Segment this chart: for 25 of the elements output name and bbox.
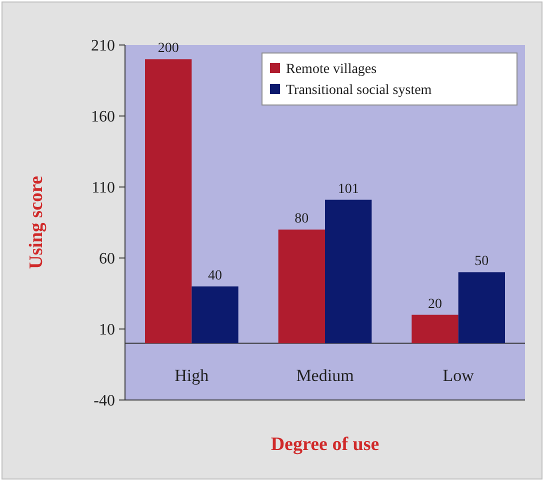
- bar: [458, 272, 505, 344]
- bar: [278, 230, 325, 344]
- data-label: 50: [474, 254, 489, 270]
- data-label: 200: [158, 41, 179, 56]
- bar: [325, 200, 372, 344]
- data-label: 20: [428, 296, 442, 312]
- y-axis-title: Using score: [26, 176, 47, 270]
- x-tick-label: High: [174, 366, 210, 386]
- y-tick-label: -40: [94, 392, 115, 410]
- data-label: 40: [208, 268, 222, 284]
- legend-label: Remote villages: [286, 62, 377, 77]
- y-tick-label: 210: [91, 38, 115, 55]
- x-axis-title: Degree of use: [270, 434, 380, 455]
- y-tick-label: 10: [99, 322, 115, 339]
- bar: [412, 314, 458, 344]
- y-tick-label: 160: [91, 108, 115, 126]
- y-tick-label: 110: [92, 180, 115, 197]
- y-tick-label: 60: [99, 250, 115, 268]
- bar: [192, 286, 238, 344]
- bar: [145, 59, 192, 344]
- legend-label: Transitional social system: [286, 82, 432, 98]
- data-label: 80: [294, 212, 309, 227]
- x-tick-label: Medium: [296, 366, 354, 386]
- x-tick-label: Low: [442, 366, 475, 386]
- data-label: 101: [338, 182, 359, 197]
